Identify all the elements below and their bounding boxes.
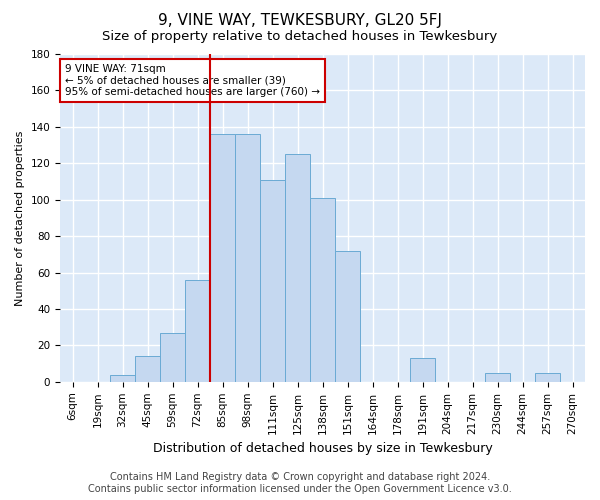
Bar <box>410 358 435 382</box>
Bar <box>160 332 185 382</box>
Bar <box>210 134 235 382</box>
Bar <box>335 250 360 382</box>
Text: 9 VINE WAY: 71sqm
← 5% of detached houses are smaller (39)
95% of semi-detached : 9 VINE WAY: 71sqm ← 5% of detached house… <box>65 64 320 97</box>
Bar <box>260 180 285 382</box>
Bar <box>135 356 160 382</box>
Bar <box>285 154 310 382</box>
X-axis label: Distribution of detached houses by size in Tewkesbury: Distribution of detached houses by size … <box>152 442 493 455</box>
Y-axis label: Number of detached properties: Number of detached properties <box>15 130 25 306</box>
Bar <box>485 372 510 382</box>
Text: 9, VINE WAY, TEWKESBURY, GL20 5FJ: 9, VINE WAY, TEWKESBURY, GL20 5FJ <box>158 12 442 28</box>
Bar <box>310 198 335 382</box>
Text: Size of property relative to detached houses in Tewkesbury: Size of property relative to detached ho… <box>103 30 497 43</box>
Bar <box>110 374 135 382</box>
Bar <box>235 134 260 382</box>
Bar <box>535 372 560 382</box>
Text: Contains HM Land Registry data © Crown copyright and database right 2024.
Contai: Contains HM Land Registry data © Crown c… <box>88 472 512 494</box>
Bar <box>185 280 210 382</box>
